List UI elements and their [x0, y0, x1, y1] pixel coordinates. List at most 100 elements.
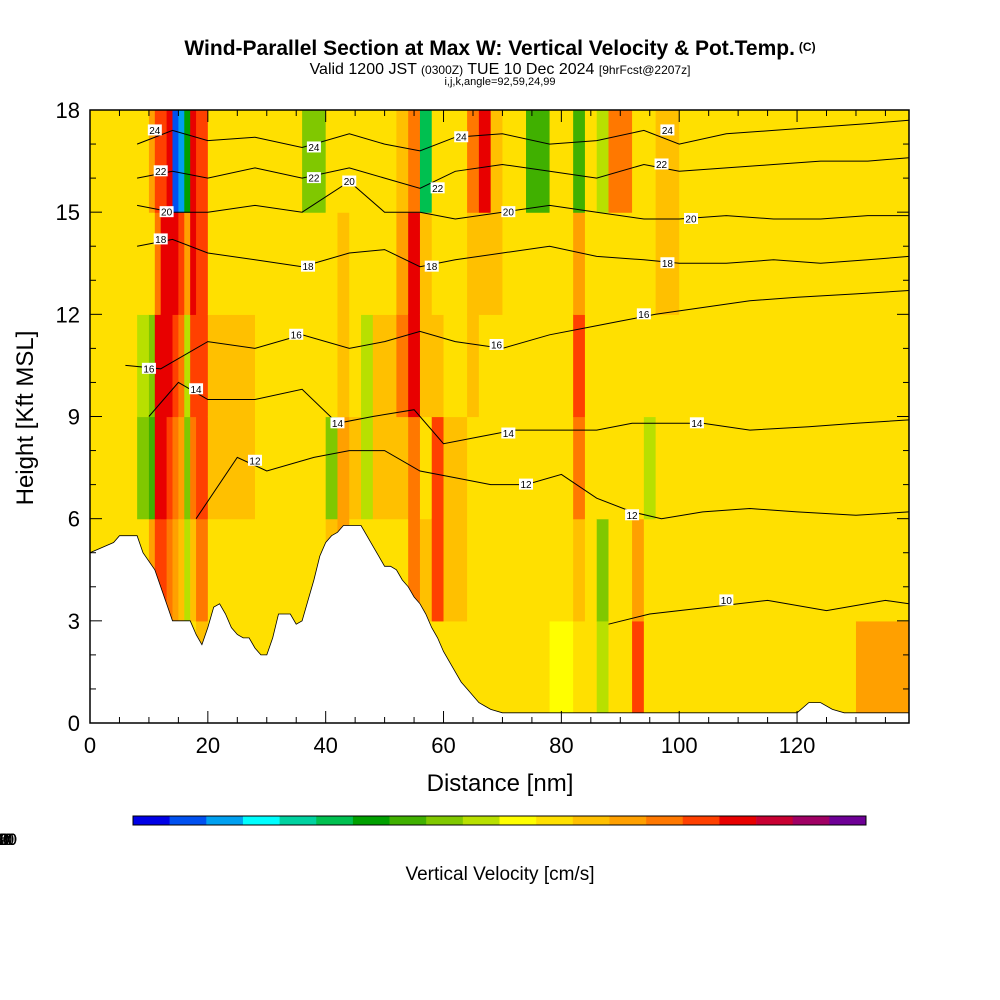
chart-title-text: Wind-Parallel Section at Max W: Vertical… — [184, 37, 795, 60]
w-cell — [643, 620, 657, 723]
w-cell — [573, 110, 586, 213]
contour-label: 24 — [149, 126, 161, 137]
contour-label: 16 — [491, 340, 503, 351]
w-cell — [408, 110, 421, 213]
contour-label: 20 — [161, 208, 173, 219]
w-cell — [148, 110, 156, 213]
w-cell — [361, 314, 374, 418]
w-cell — [608, 620, 633, 723]
w-cell — [549, 620, 574, 723]
w-cell — [502, 620, 527, 723]
w-cell — [196, 212, 209, 315]
w-cell — [584, 212, 598, 315]
w-cell — [478, 212, 492, 315]
copyright-mark: (C) — [798, 40, 816, 54]
colorbar-swatch — [316, 816, 354, 825]
w-cell — [584, 620, 598, 723]
contour-label-bg — [306, 172, 321, 184]
w-cell — [278, 110, 303, 213]
chart-subtitle: Valid 1200 JST (0300Z) TUE 10 Dec 2024 [… — [0, 61, 1000, 79]
w-cell — [431, 314, 445, 418]
w-cell — [166, 518, 174, 622]
w-cell — [738, 314, 798, 418]
w-cell — [372, 314, 397, 418]
w-cell — [372, 110, 397, 213]
w-cell — [855, 620, 909, 723]
w-cell — [632, 110, 645, 213]
w-cell — [361, 416, 374, 520]
w-cell — [526, 110, 551, 213]
w-cell — [361, 110, 374, 213]
contour-label-bg — [625, 509, 640, 521]
contour-label-bg — [501, 206, 516, 218]
contour-label: 16 — [143, 364, 155, 375]
w-cell — [490, 518, 504, 622]
terrain — [90, 525, 909, 723]
w-cell — [643, 518, 657, 622]
colorbar-swatch — [682, 816, 720, 825]
contour-label: 12 — [520, 480, 532, 491]
contour-label-bg — [501, 427, 516, 439]
w-cell — [679, 620, 739, 723]
w-cell — [502, 314, 527, 418]
contour-label-bg — [153, 233, 168, 245]
y-tick-label: 12 — [56, 302, 80, 327]
w-cell — [431, 416, 445, 520]
w-cell — [526, 620, 551, 723]
w-cell — [502, 518, 527, 622]
w-cell — [797, 314, 857, 418]
w-cell — [190, 518, 197, 622]
w-cell — [643, 212, 657, 315]
w-cell — [148, 416, 156, 520]
w-cell — [254, 518, 280, 622]
w-cell — [549, 110, 574, 213]
contour-label: 16 — [291, 330, 303, 341]
colorbar-swatch — [719, 816, 757, 825]
contour-label-bg — [654, 158, 669, 170]
w-cell — [526, 518, 551, 622]
w-cell — [190, 212, 197, 315]
contour-label: 18 — [155, 235, 167, 246]
w-cell — [196, 314, 209, 418]
w-cell — [325, 314, 339, 418]
w-cell — [207, 212, 233, 315]
w-cell — [549, 518, 574, 622]
w-cell — [190, 416, 197, 520]
w-cell — [608, 416, 633, 520]
x-tick-label: 80 — [549, 733, 573, 758]
w-cell — [278, 416, 303, 520]
w-cell — [608, 314, 633, 418]
contour-label-bg — [159, 206, 174, 218]
contour-label: 14 — [503, 429, 515, 440]
colorbar-swatch — [792, 816, 830, 825]
contour-label-bg — [424, 260, 439, 272]
forecast-info: [9hrFcst@2207z] — [598, 63, 691, 77]
w-cell — [419, 518, 433, 622]
w-cell — [254, 110, 280, 213]
w-cell — [396, 314, 409, 418]
y-tick-label: 6 — [68, 507, 80, 532]
w-cell — [361, 212, 374, 315]
w-cell — [337, 212, 350, 315]
theta-contour-22 — [137, 157, 909, 189]
w-cell — [443, 314, 468, 418]
w-cell — [396, 416, 409, 520]
w-cell — [478, 110, 492, 213]
w-cell — [608, 212, 633, 315]
chart-title: Wind-Parallel Section at Max W: Vertical… — [0, 37, 1000, 61]
colorbar-tick-label: -40 — [0, 830, 12, 849]
w-cell — [137, 110, 150, 213]
contour-label: 20 — [685, 214, 697, 225]
w-cell — [467, 416, 480, 520]
w-cell — [337, 314, 350, 418]
contour-label: 14 — [691, 419, 703, 430]
contour-label: 24 — [662, 126, 674, 137]
w-cell — [231, 416, 256, 520]
w-cell — [178, 314, 185, 418]
w-cell — [231, 212, 256, 315]
x-tick-label: 120 — [779, 733, 816, 758]
y-tick-label: 9 — [68, 405, 80, 430]
w-cell — [231, 110, 256, 213]
w-cell — [478, 620, 492, 723]
